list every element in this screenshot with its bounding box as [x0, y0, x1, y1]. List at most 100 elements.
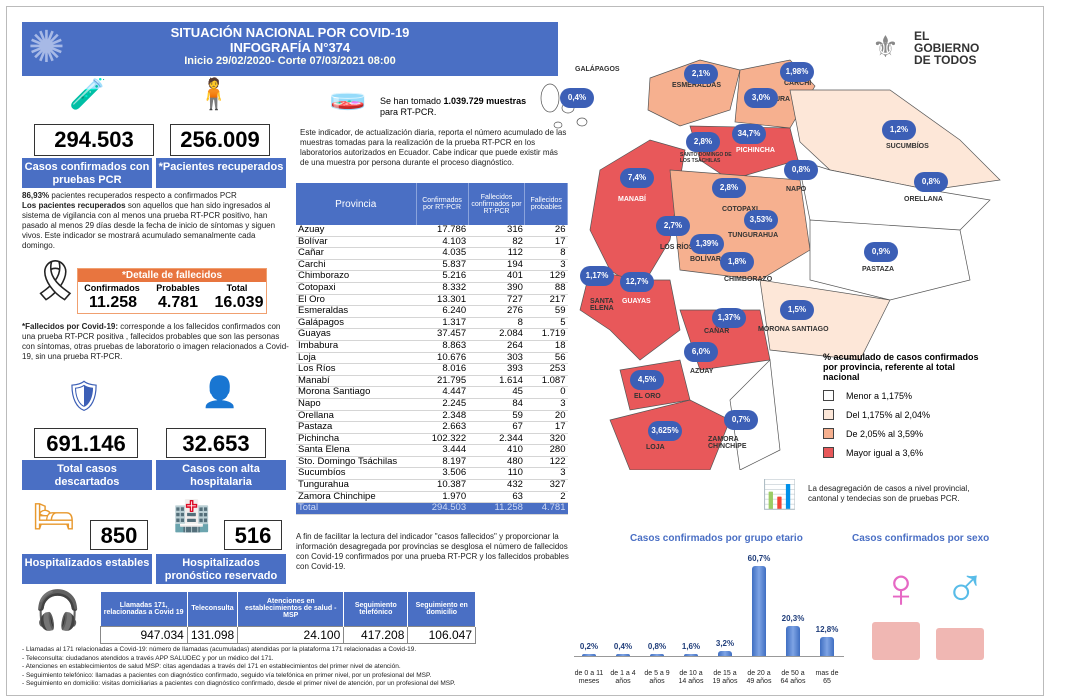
map-province-name: MORONA SANTIAGO: [758, 326, 829, 333]
age-chart-axis: [574, 656, 844, 657]
table-row: Carchi 5.837 194 3: [296, 259, 568, 272]
table-cell: Tungurahua: [296, 479, 416, 492]
table-cell: 217: [524, 294, 568, 307]
virus-icon: ✺: [28, 23, 65, 72]
footnote-line: - Seguimiento en domicilio: visitas domi…: [22, 680, 456, 688]
table-cell: 1.317: [416, 317, 469, 330]
map-province-pct: 0,4%: [560, 88, 594, 108]
map-province-pct: 12,7%: [620, 272, 654, 292]
table-row: Cañar 4.035 112 8: [296, 248, 568, 260]
legend-swatch: [823, 428, 834, 439]
table-cell: 3: [524, 468, 568, 481]
map-province-pct: 3,53%: [744, 210, 778, 230]
map-province-pct: 1,5%: [780, 300, 814, 320]
reserved-label: Hospitalizados pronóstico reservado: [156, 554, 286, 584]
table-cell: 727: [468, 294, 525, 307]
table-cell: Cañar: [296, 248, 416, 260]
age-bar-label: 0,8%: [647, 642, 667, 651]
table-cell: 2.245: [416, 398, 469, 411]
coat-of-arms-icon: ⚜: [872, 31, 899, 64]
services-value-cell: 106.047: [407, 625, 476, 644]
table-cell: 1.614: [468, 375, 525, 388]
samples-summary: Se han tomado 1.039.729 muestras para RT…: [380, 96, 540, 118]
male-podium: [936, 628, 984, 660]
table-cell: 82: [468, 236, 525, 249]
map-province-name: CARCHI: [784, 80, 812, 87]
table-note: A fin de facilitar la lectura del indica…: [296, 532, 569, 571]
map-province-pct: 2,1%: [684, 64, 718, 84]
map-province-name: COTOPAXI: [722, 206, 758, 213]
map-province-pct: 3,625%: [648, 421, 682, 441]
document-chart-icon: 📊: [762, 479, 797, 510]
table-row: Morona Santiago 4.447 45 0: [296, 387, 568, 399]
map-province-name: ORELLANA: [904, 196, 943, 203]
services-table: Llamadas 171, relacionadas a Covid 19 Tel…: [100, 592, 476, 644]
table-cell: Zamora Chinchipe: [296, 491, 416, 504]
map-province-name: ESMERALDAS: [672, 82, 722, 89]
table-cell: Morona Santiago: [296, 387, 416, 399]
ribbon-icon: 🎗: [30, 259, 81, 303]
map-province-name: GUAYAS: [622, 298, 651, 305]
table-cell: 59: [468, 410, 525, 423]
table-cell: 63: [468, 491, 525, 504]
table-cell: 5.837: [416, 259, 469, 272]
map-province-name: ZAMORA CHINCHIPE: [708, 436, 747, 450]
map-province-name: PASTAZA: [862, 266, 895, 273]
map-province-name: BOLÍVAR: [690, 256, 721, 263]
table-row: Azuay 17.786 316 26: [296, 224, 568, 237]
table-cell: 480: [468, 456, 525, 469]
services-value-cell: 947.034: [100, 625, 188, 644]
table-cell: 2.663: [416, 421, 469, 434]
map-legend: % acumulado de casos confirmados por pro…: [823, 352, 983, 462]
table-cell: 1.087: [524, 375, 568, 388]
table-cell: Esmeraldas: [296, 306, 416, 318]
table-cell: Pichincha: [296, 433, 416, 446]
table-cell: 393: [468, 364, 525, 376]
table-cell: 26: [524, 224, 568, 237]
recovered-value: 256.009: [170, 124, 270, 156]
table-cell: Sucumbíos: [296, 468, 416, 481]
age-bar-label: 0,4%: [613, 642, 633, 651]
table-row: El Oro 13.301 727 217: [296, 294, 568, 307]
table-cell: 253: [524, 364, 568, 376]
gov-line3: DE TODOS: [914, 53, 977, 67]
map-province-pct: 0,8%: [914, 172, 948, 192]
table-cell: 18: [524, 340, 568, 353]
male-figure-icon: ♂: [944, 556, 986, 619]
deaths-probable-label: Probables: [156, 283, 200, 293]
age-tick-label: de 0 a 11 meses: [574, 670, 604, 685]
table-cell: 3.444: [416, 445, 469, 457]
map-province-name: TUNGURAHUA: [728, 232, 779, 239]
table-cell: 276: [468, 306, 525, 318]
age-bar: [616, 654, 630, 656]
map-province-name: LOJA: [646, 444, 665, 451]
table-cell: 112: [468, 248, 525, 260]
table-cell: Galápagos: [296, 317, 416, 330]
table-cell: 327: [524, 479, 568, 492]
table-row: Imbabura 8.863 264 18: [296, 340, 568, 353]
footnotes: - Llamadas al 171 relacionadas a Covid-1…: [22, 646, 582, 689]
table-cell: 280: [524, 445, 568, 457]
age-tick-label: de 15 a 19 años: [712, 670, 738, 685]
date-range: Inicio 29/02/2020- Corte 07/03/2021 08:0…: [184, 55, 396, 67]
legend-item: Del 1,175% al 2,04%: [823, 405, 983, 424]
table-cell: 20: [524, 410, 568, 423]
province-table: Provincia Confirmados por RT-PCR Fallecido…: [296, 183, 568, 515]
legend-label: Mayor igual a 3,6%: [846, 447, 924, 458]
table-cell: Loja: [296, 352, 416, 365]
map-province-name: CHIMBORAZO: [724, 276, 773, 283]
province-table-header-cell: Confirmados por RT-PCR: [416, 183, 469, 225]
discarded-value: 691.146: [34, 428, 138, 458]
table-cell: 59: [524, 306, 568, 318]
table-row: Manabí 21.795 1.614 1.087: [296, 375, 568, 388]
table-cell: Guayas: [296, 329, 416, 341]
services-header-cell: Llamadas 171, relacionadas a Covid 19: [100, 592, 188, 626]
map-province-pct: 2,8%: [686, 132, 720, 152]
map-province-name: PICHINCHA: [736, 147, 775, 154]
recovered-definition: son aquellos que han sido ingresados al …: [22, 201, 276, 250]
services-value-cell: 417.208: [343, 625, 409, 644]
map-province-name: LOS RÍOS: [660, 244, 694, 251]
deaths-note: *Fallecidos por Covid-19: corresponde a …: [22, 322, 290, 362]
table-row: Esmeraldas 6.240 276 59: [296, 306, 568, 318]
disaggregation-note: La desagregación de casos a nivel provin…: [808, 484, 970, 503]
